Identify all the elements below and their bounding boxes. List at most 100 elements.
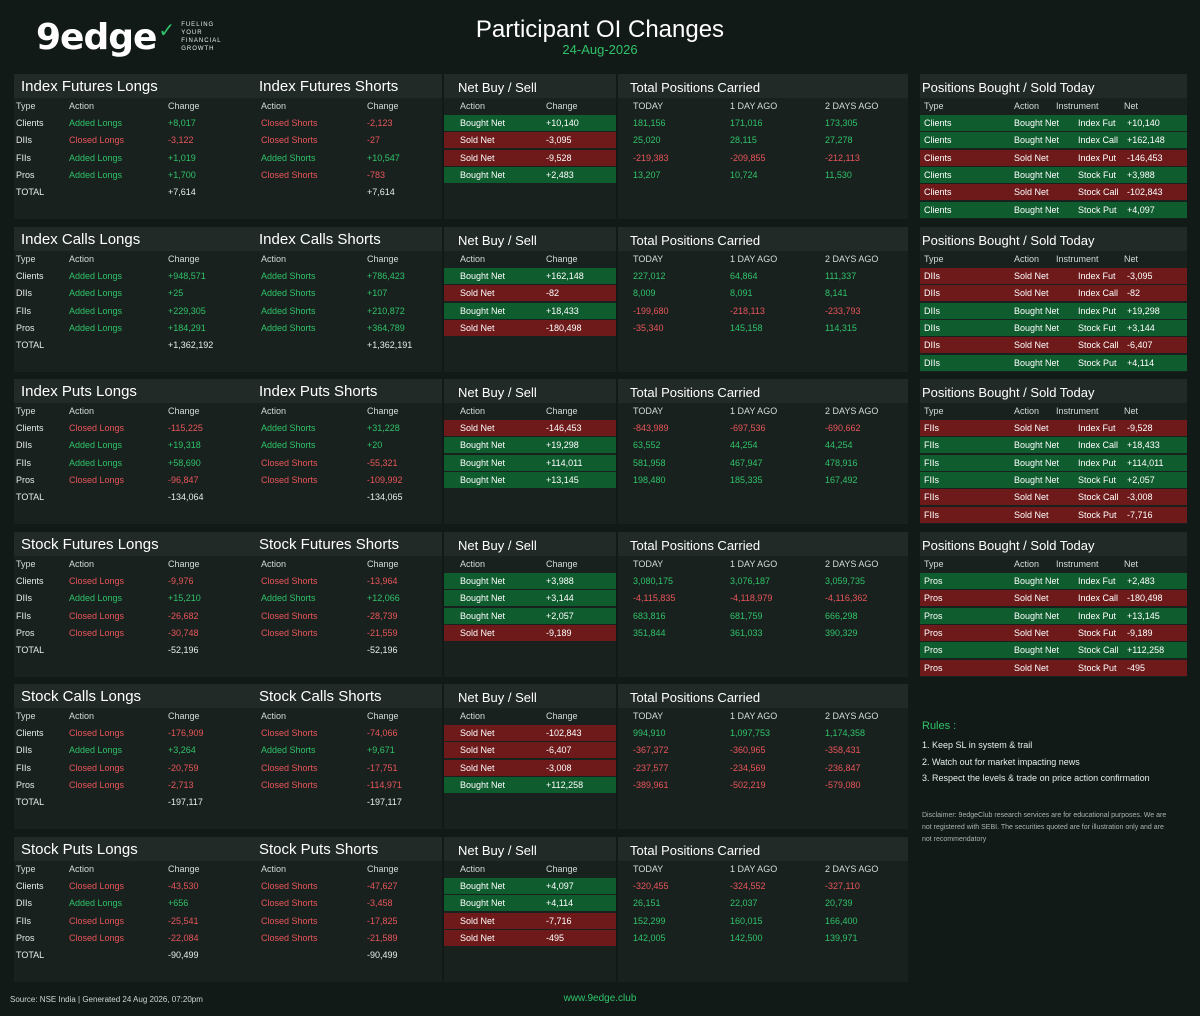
col-change: Change (546, 559, 578, 569)
net-action: Sold Net (460, 745, 495, 756)
position-today: 351,844 (633, 627, 666, 638)
net-change: +19,298 (546, 440, 579, 451)
net-row: Sold Net -180,498 (444, 319, 616, 336)
long-total: +7,614 (168, 187, 196, 197)
net-action: Bought Net (1014, 118, 1060, 128)
instrument: Index Fut (1078, 271, 1116, 281)
bought-sold-row: Clients Sold Net Stock Call -102,843 (920, 184, 1187, 201)
column-header-row: TODAY 1 DAY AGO 2 DAYS AGO (618, 251, 908, 267)
column-header-row: Type Action Instrument Net (920, 251, 1187, 267)
short-change: -17,825 (367, 915, 398, 926)
long-action: Added Longs (69, 745, 123, 756)
net-action: Bought Net (1014, 610, 1060, 621)
col-action: Action (1014, 254, 1040, 264)
position-1-day-ago: -4,118,979 (730, 593, 773, 604)
participant-type: Pros (16, 779, 35, 790)
total-label: TOTAL (16, 340, 45, 350)
net-action: Bought Net (460, 898, 506, 909)
net-title: Net Buy / Sell (458, 233, 537, 248)
positions-row: 994,910 1,097,753 1,174,358 (618, 725, 908, 741)
long-action: Added Longs (69, 457, 123, 468)
participant-type: DIIs (16, 135, 33, 146)
long-change: +58,690 (168, 457, 201, 468)
position-today: 152,299 (633, 915, 666, 926)
panel-header (444, 379, 616, 403)
participant-type: Pros (924, 610, 943, 621)
col-1-day-ago: 1 DAY AGO (730, 101, 778, 111)
net-action: Bought Net (460, 457, 506, 468)
oi-section: Stock Calls Longs Stock Calls Shorts Type A… (14, 684, 908, 829)
longs-title: Index Calls Longs (21, 231, 141, 248)
short-action: Closed Shorts (261, 118, 318, 128)
disclaimer-text: Disclaimer: 9edgeClub research services … (922, 812, 1167, 843)
positions-title: Total Positions Carried (630, 233, 761, 248)
table-row: Pros Closed Longs -96,847 Closed Shorts -109… (14, 472, 442, 488)
net-action: Bought Net (1014, 204, 1060, 215)
net-value: -495 (1127, 662, 1146, 673)
panel-header (618, 379, 908, 403)
position-1-day-ago: -502,219 (730, 779, 766, 790)
bought-sold-row: Clients Bought Net Index Fut +10,140 (920, 115, 1187, 131)
short-action: Closed Shorts (261, 576, 318, 586)
rule-item: 1. Keep SL in system & trail (922, 740, 1033, 750)
position-today: 227,012 (633, 271, 666, 281)
col-action: Action (1014, 406, 1040, 416)
net-change: -7,716 (546, 915, 572, 926)
short-change: -21,559 (367, 627, 398, 638)
long-total: -52,196 (168, 645, 199, 655)
position-1-day-ago: 64,864 (730, 271, 758, 281)
net-value: +2,483 (1127, 576, 1155, 586)
bought-sold-panel: Positions Bought / Sold Today Type Action I… (920, 74, 1187, 219)
position-today: 26,151 (633, 898, 661, 909)
position-1-day-ago: 28,115 (730, 135, 757, 146)
net-change: +162,148 (546, 271, 584, 281)
positions-row: 227,012 64,864 111,337 (618, 268, 908, 284)
long-action: Added Longs (69, 169, 123, 180)
net-action: Sold Net (1014, 423, 1049, 433)
net-value: +3,144 (1127, 322, 1155, 333)
col-change: Change (168, 559, 200, 569)
instrument: Index Call (1078, 288, 1119, 299)
net-value: -9,528 (1127, 423, 1153, 433)
net-action: Sold Net (460, 423, 495, 433)
net-title: Net Buy / Sell (458, 538, 537, 553)
position-2-days-ago: -327,110 (825, 881, 860, 891)
long-change: -3,122 (168, 135, 194, 146)
net-action: Bought Net (1014, 645, 1060, 656)
long-action: Closed Longs (69, 423, 125, 433)
net-action: Bought Net (460, 881, 506, 891)
column-header-row: Type Action Change Action Change (14, 861, 442, 877)
col-change: Change (546, 864, 578, 874)
participant-type: FIIs (16, 457, 31, 468)
col-today: TODAY (633, 101, 664, 111)
column-header-row: TODAY 1 DAY AGO 2 DAYS AGO (618, 556, 908, 572)
net-badge: Bought Net +4,097 (444, 878, 616, 894)
col-2-days-ago: 2 DAYS AGO (825, 406, 879, 416)
positions-row: -843,989 -697,536 -690,662 (618, 420, 908, 436)
col-net: Net (1124, 101, 1139, 111)
page-title: Participant OI Changes (475, 16, 725, 43)
bought-sold-panel: Positions Bought / Sold Today Type Action I… (920, 227, 1187, 372)
long-action: Added Longs (69, 305, 123, 316)
participant-type: DIIs (924, 322, 941, 333)
col-action: Action (460, 864, 486, 874)
total-row: TOTAL +1,362,192 +1,362,191 (14, 337, 442, 353)
positions-row: 351,844 361,033 390,329 (618, 625, 908, 641)
report-date: 24-Aug-2026 (562, 42, 638, 57)
short-change: +786,423 (367, 271, 405, 281)
long-change: +19,318 (168, 440, 201, 451)
participant-type: DIIs (16, 440, 33, 451)
panel-header (444, 532, 616, 556)
col-1-day-ago: 1 DAY AGO (730, 406, 778, 416)
column-header-row: Type Action Change Action Change (14, 98, 442, 114)
col-action: Action (261, 101, 287, 111)
long-action: Closed Longs (69, 474, 125, 485)
total-label: TOTAL (16, 187, 45, 197)
website-link[interactable]: www.9edge.club (563, 993, 637, 1004)
short-action: Closed Shorts (261, 474, 318, 485)
bought-sold-row: DIIs Bought Net Stock Put +4,114 (920, 354, 1187, 371)
net-change: -6,407 (546, 745, 572, 756)
participant-type: Clients (16, 881, 44, 891)
net-change: -82 (546, 288, 560, 299)
col-action: Action (261, 254, 287, 264)
